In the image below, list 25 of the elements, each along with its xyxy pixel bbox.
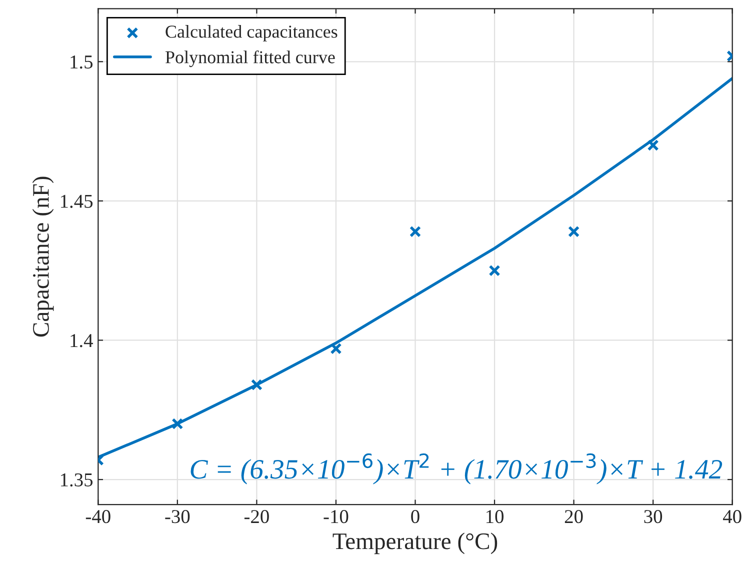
legend-label: Polynomial fitted curve xyxy=(165,50,335,68)
y-tick-label: 1.4 xyxy=(70,334,93,348)
x-tick-label: -40 xyxy=(86,510,110,524)
point xyxy=(568,226,580,238)
annotation: C = (6.35×10$^{−6}$)×T$^{2}$ + (1.70×10$^{−3}$)×T + 1.42 xyxy=(190,453,722,484)
x-tick-label: 30 xyxy=(644,510,662,524)
x-tick-label: -30 xyxy=(165,510,190,524)
y-tick-label: 1.5 xyxy=(70,56,93,69)
point xyxy=(172,418,184,430)
y-tick-label: 1.45 xyxy=(60,194,93,208)
point xyxy=(250,379,262,391)
x-tick-label: 10 xyxy=(486,510,504,524)
x-tick-label: -20 xyxy=(244,510,269,524)
x-tick-label: 40 xyxy=(723,510,742,524)
x-tick-label: 0 xyxy=(411,510,420,524)
y-axis-title: Capacitance (nF) xyxy=(32,176,54,337)
x-tick-label: -10 xyxy=(324,510,348,524)
point xyxy=(488,264,500,276)
point xyxy=(647,139,659,151)
x-axis-title: Temperature (°C) xyxy=(332,532,498,554)
point xyxy=(409,226,422,238)
legend-label: Calculated capacitances xyxy=(166,25,338,42)
x-tick-label: 20 xyxy=(564,510,583,524)
point xyxy=(330,342,342,354)
y-tick-label: 1.35 xyxy=(60,473,93,487)
